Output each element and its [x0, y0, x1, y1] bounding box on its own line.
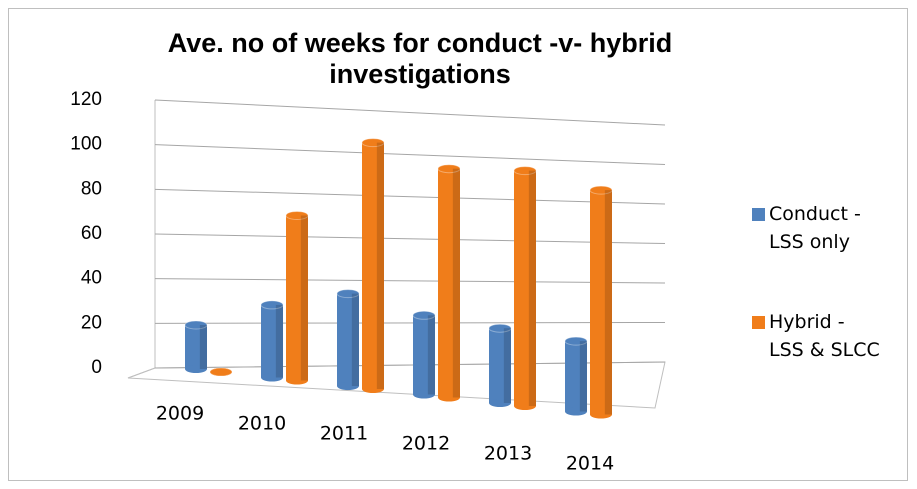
- bar-bottom: [185, 365, 207, 373]
- grid-line: [154, 99, 666, 126]
- bar-shade: [503, 328, 511, 403]
- bar: [209, 367, 233, 377]
- bar-shade: [376, 142, 384, 389]
- bar-body: [565, 341, 587, 412]
- bar-body: [590, 190, 612, 415]
- bar-top: [513, 166, 537, 176]
- legend-item: Hybrid - LSS & SLCC: [752, 308, 882, 364]
- bar-shade: [427, 315, 435, 395]
- bar: [361, 138, 385, 393]
- bar-bottom: [590, 410, 612, 419]
- bar: [285, 211, 309, 385]
- bar: [184, 320, 208, 373]
- grid-line: [154, 322, 666, 324]
- bar-shade: [452, 168, 460, 398]
- bar: [437, 164, 461, 402]
- bar-bottom: [565, 407, 587, 416]
- bar-bottom: [514, 402, 536, 410]
- bar-top: [564, 336, 588, 346]
- grid-line: [154, 278, 666, 284]
- legend-swatch: [752, 208, 765, 221]
- bar: [336, 289, 360, 390]
- bar-bottom: [337, 382, 359, 390]
- bar-top: [589, 185, 613, 195]
- bar-body: [438, 168, 460, 398]
- y-tick-label: 80: [81, 178, 102, 199]
- legend-label: Conduct - LSS only: [769, 203, 861, 253]
- legend-label: Hybrid - LSS & SLCC: [769, 311, 880, 361]
- bar-shade: [528, 170, 536, 406]
- bar-shade: [351, 293, 359, 386]
- y-tick-label: 20: [81, 312, 102, 333]
- y-tick-label: 40: [81, 268, 102, 289]
- bar-body: [489, 328, 511, 403]
- y-tick-label: 0: [91, 357, 102, 378]
- bar-bottom: [438, 393, 460, 402]
- bar: [412, 310, 436, 399]
- bar-body: [413, 315, 435, 395]
- bar-body: [185, 325, 207, 369]
- x-tick-label: 2009: [156, 403, 204, 425]
- bar-top: [437, 164, 461, 174]
- bar-top: [184, 320, 208, 330]
- bar: [488, 323, 512, 407]
- bar-bottom: [286, 376, 308, 385]
- bar-top: [412, 310, 436, 320]
- legend-swatch: [752, 316, 765, 329]
- bar: [589, 185, 613, 419]
- bar-top: [260, 300, 284, 310]
- title-box: Ave. no of weeks for conduct -v- hybrid …: [167, 28, 673, 89]
- y-tick-label: 100: [70, 134, 102, 155]
- grid-line: [154, 233, 666, 244]
- bar-body: [362, 142, 384, 389]
- bar-top: [361, 138, 385, 148]
- x-tick-label: 2013: [484, 443, 532, 465]
- legend-item: Conduct - LSS only: [752, 200, 882, 256]
- grid-line: [154, 144, 666, 165]
- bar-bottom: [261, 373, 283, 382]
- bar-shade: [275, 304, 283, 378]
- bar: [260, 300, 284, 382]
- bar-shade: [579, 341, 587, 412]
- bar-bottom: [362, 385, 384, 393]
- bar-body: [286, 215, 308, 381]
- bar-shade: [300, 215, 308, 381]
- bar-body: [514, 170, 536, 406]
- bar: [513, 166, 537, 410]
- bar-top: [336, 289, 360, 299]
- y-tick-label: 60: [81, 223, 102, 244]
- grid-line: [154, 188, 666, 205]
- bar-bottom: [489, 399, 511, 407]
- bar: [564, 336, 588, 416]
- x-tick-label: 2012: [402, 433, 450, 455]
- x-tick-label: 2014: [566, 453, 614, 475]
- bar-top: [488, 323, 512, 333]
- bar-body: [337, 293, 359, 386]
- x-tick-label: 2011: [320, 423, 368, 445]
- bar-top: [285, 211, 309, 220]
- bar-shade: [604, 190, 612, 415]
- bar-body: [261, 304, 283, 378]
- bar-top: [209, 367, 233, 377]
- chart-title: Ave. no of weeks for conduct -v- hybrid …: [167, 28, 673, 89]
- bar-shade: [199, 325, 207, 369]
- y-tick-label: 120: [70, 89, 102, 110]
- wall-edge: [127, 367, 156, 379]
- bar-bottom: [413, 390, 435, 399]
- x-tick-label: 2010: [238, 413, 286, 435]
